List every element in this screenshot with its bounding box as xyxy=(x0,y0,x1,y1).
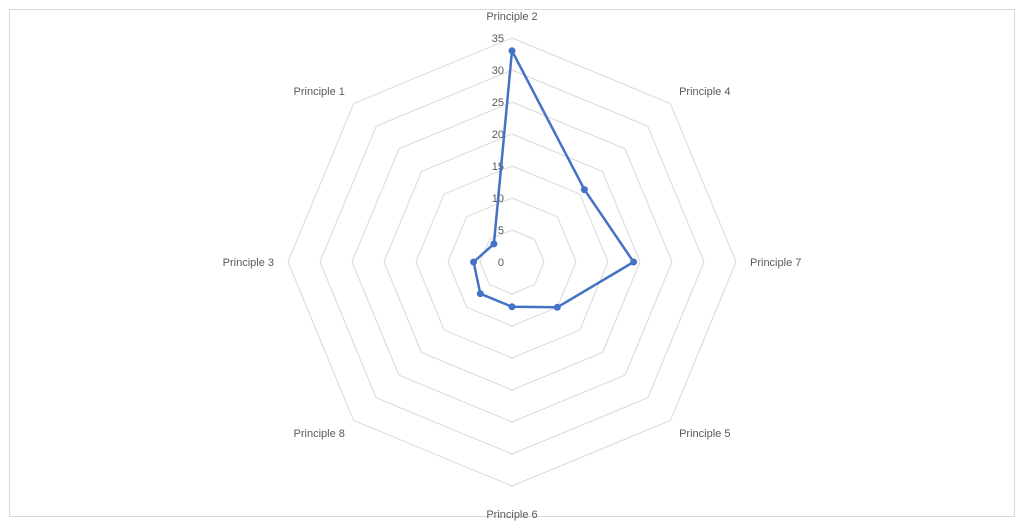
chart-area xyxy=(9,9,1015,517)
category-label: Principle 3 xyxy=(223,257,274,269)
tick-label: 0 xyxy=(498,257,504,269)
grid-ring-15 xyxy=(415,165,609,359)
tick-label: 20 xyxy=(492,129,504,141)
category-labels: Principle 2 Principle 4 Principle 7 Princip… xyxy=(223,11,802,521)
category-label: Principle 8 xyxy=(294,428,345,440)
data-point xyxy=(553,303,561,311)
category-label: Principle 4 xyxy=(679,86,730,98)
tick-label: 35 xyxy=(492,33,504,45)
category-label: Principle 5 xyxy=(679,428,730,440)
data-point xyxy=(508,47,516,55)
grid-ring-35 xyxy=(287,37,737,487)
series xyxy=(470,47,638,311)
grid-ring-10 xyxy=(447,197,577,327)
data-point xyxy=(490,240,498,248)
tick-label: 25 xyxy=(492,97,504,109)
data-point xyxy=(470,258,478,266)
data-point xyxy=(580,186,588,194)
category-label: Principle 2 xyxy=(486,11,537,23)
category-label: Principle 6 xyxy=(486,509,537,521)
grid-ring-25 xyxy=(351,101,673,423)
category-label: Principle 7 xyxy=(750,257,801,269)
grid-rings xyxy=(287,37,737,487)
data-point xyxy=(476,290,484,298)
grid-ring-5 xyxy=(479,229,545,295)
grid-ring-20 xyxy=(383,133,641,391)
tick-label: 5 xyxy=(498,225,504,237)
data-point xyxy=(508,303,516,311)
category-label: Principle 1 xyxy=(294,86,345,98)
tick-label: 30 xyxy=(492,65,504,77)
grid-ring-30 xyxy=(319,69,705,455)
data-point xyxy=(630,258,638,266)
